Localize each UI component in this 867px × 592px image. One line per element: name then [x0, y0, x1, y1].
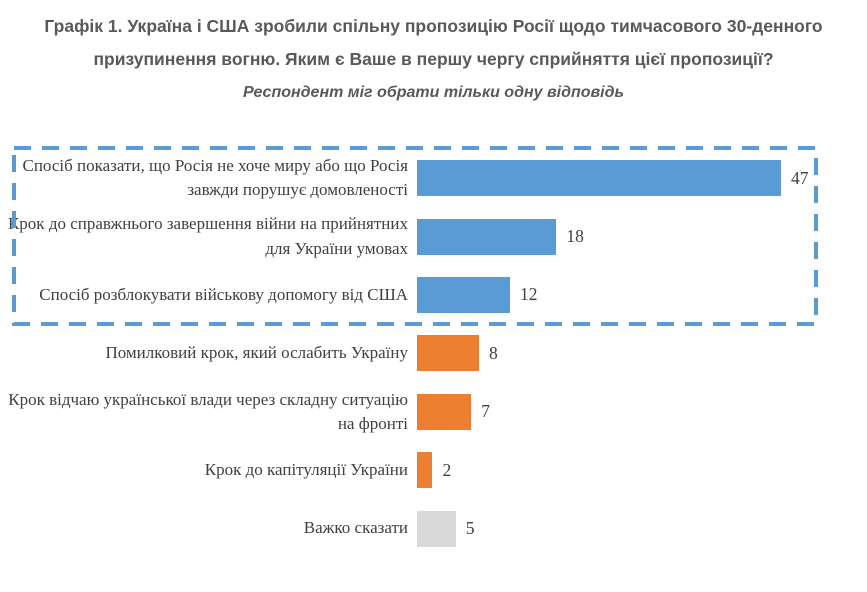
value-label: 5 — [465, 518, 475, 539]
value-label: 2 — [442, 459, 452, 480]
bar-2 — [417, 218, 557, 255]
bar-area: 5 — [417, 510, 475, 547]
bar-5 — [417, 393, 472, 430]
value-label: 18 — [566, 226, 584, 247]
value-label: 8 — [488, 342, 498, 363]
chart-row-5: Крок відчаю української влади через скла… — [0, 383, 867, 441]
chart-row-1: Спосіб показати, що Росія не хоче миру а… — [0, 149, 867, 207]
bar-7 — [417, 510, 456, 547]
bar-area: 18 — [417, 218, 584, 255]
value-label: 12 — [519, 284, 538, 305]
bar-area: 12 — [417, 276, 538, 313]
value-label: 7 — [481, 401, 490, 422]
chart-row-3: Спосіб розблокувати військову допомогу в… — [0, 266, 867, 324]
bar-4 — [417, 335, 479, 372]
chart-title: Графік 1. Україна і США зробили спільну … — [44, 16, 823, 69]
category-label: Важко сказати — [303, 518, 408, 538]
bar-area: 7 — [417, 393, 490, 430]
bar-area: 2 — [417, 452, 452, 489]
value-label: 47 — [791, 167, 809, 188]
bar-area: 8 — [417, 335, 498, 372]
category-label: Спосіб показати, що Росія не хоче миру а… — [22, 156, 408, 200]
category-label: Крок до капітуляції України — [204, 460, 408, 480]
chart-subtitle: Респондент міг обрати тільки одну відпов… — [242, 84, 625, 101]
bar-1 — [417, 160, 781, 197]
chart-row-7: Важко сказати 5 — [0, 499, 867, 557]
chart-row-4: Помилковий крок, який ослабить Україну 8 — [0, 324, 867, 382]
bar-3 — [417, 276, 510, 313]
category-label: Помилковий крок, який ослабить Україну — [105, 343, 408, 363]
category-label: Крок до справжнього завершення війни на … — [7, 214, 408, 258]
bar-6 — [417, 452, 433, 489]
category-label: Крок відчаю української влади через скла… — [8, 389, 408, 433]
chart-row-2: Крок до справжнього завершення війни на … — [0, 207, 867, 265]
bar-chart: Спосіб показати, що Росія не хоче миру а… — [0, 146, 867, 558]
category-label: Спосіб розблокувати військову допомогу в… — [39, 284, 408, 304]
chart-row-6: Крок до капітуляції України 2 — [0, 441, 867, 499]
chart-header: Графік 1. Україна і США зробили спільну … — [0, 0, 867, 104]
bar-area: 47 — [417, 160, 809, 197]
